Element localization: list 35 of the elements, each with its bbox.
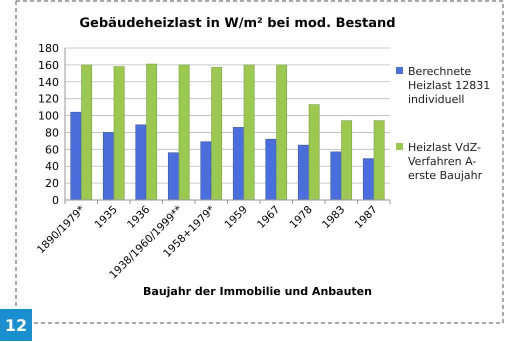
bar xyxy=(211,67,222,200)
x-axis-title: Baujahr der Immobilie und Anbauten xyxy=(143,285,372,298)
bar xyxy=(200,141,212,200)
bar xyxy=(362,158,374,200)
y-tick-label: 40 xyxy=(45,160,59,174)
bar xyxy=(341,120,352,200)
bar xyxy=(178,64,190,200)
y-tick-label: 20 xyxy=(45,177,59,190)
y-tick-label: 100 xyxy=(38,110,59,123)
y-tick-label: 180 xyxy=(38,42,59,55)
bar xyxy=(70,112,82,200)
bar xyxy=(135,124,146,200)
bar xyxy=(308,104,320,200)
bar xyxy=(81,64,92,200)
y-tick-label: 60 xyxy=(45,143,59,156)
y-tick-label: 160 xyxy=(38,58,59,72)
bar xyxy=(232,127,244,200)
bar xyxy=(265,138,276,200)
y-tick-label: 80 xyxy=(45,126,59,140)
legend-label: Heizlast VdZ-Verfahren A-erste Baujahr xyxy=(408,141,483,182)
bar xyxy=(244,64,255,200)
chart-title: Gebäudeheizlast in W/m² bei mod. Bestand xyxy=(79,16,396,31)
bar xyxy=(276,64,288,200)
bar xyxy=(298,144,309,200)
y-tick-label: 140 xyxy=(38,76,59,89)
bar xyxy=(168,152,179,200)
bar xyxy=(146,64,158,200)
y-tick-label: 120 xyxy=(38,92,59,106)
bar xyxy=(102,132,114,200)
bar xyxy=(114,66,125,200)
bar xyxy=(330,152,342,200)
text: 12 xyxy=(4,316,28,335)
bar xyxy=(374,120,385,200)
y-tick-label: 0 xyxy=(52,194,59,207)
legend-label: Berechnete Heizlast 12831 individuell xyxy=(408,65,490,106)
